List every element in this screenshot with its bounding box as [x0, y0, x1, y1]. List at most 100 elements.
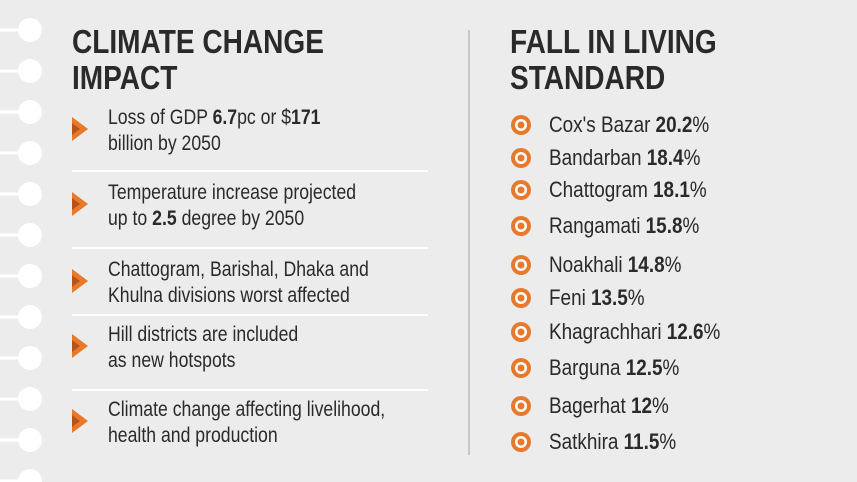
- separator: [72, 314, 428, 316]
- ring-hole: [18, 264, 42, 288]
- district-name: Feni: [549, 285, 586, 310]
- bullet-shade: [72, 340, 80, 352]
- icon-dot: [517, 154, 525, 162]
- target-icon: [511, 148, 531, 168]
- bullet: [72, 409, 88, 433]
- ring-hole: [18, 100, 42, 124]
- district-name: Barguna: [549, 355, 621, 380]
- icon-dot: [517, 402, 525, 410]
- impact-line: Chattogram, Barishal, Dhaka and: [108, 257, 369, 283]
- emphasis: 2.5: [152, 207, 177, 230]
- impact-item: Temperature increase projected up to 2.5 …: [108, 180, 356, 232]
- text: Climate change affecting livelihood,: [108, 398, 386, 421]
- district-value: 18.4: [646, 145, 684, 170]
- target-icon: [511, 396, 531, 416]
- bullet: [72, 192, 88, 216]
- impact-item: Hill districts are included as new hotspo…: [108, 322, 298, 374]
- district-row: Noakhali 14.8%: [549, 252, 681, 278]
- impact-line: Hill districts are included: [108, 322, 298, 348]
- impact-line: Khulna divisions worst affected: [108, 283, 369, 309]
- ring-hole: [18, 141, 42, 165]
- title-line: CLIMATE CHANGE: [72, 23, 324, 60]
- district-unit: %: [703, 319, 721, 344]
- text: billion by 2050: [108, 132, 221, 155]
- emphasis: 6.7: [212, 106, 238, 129]
- district-name: Bandarban: [549, 145, 642, 170]
- district-value: 12.5: [625, 355, 663, 380]
- district-name: Satkhira: [549, 429, 619, 454]
- icon-dot: [517, 294, 525, 302]
- district-unit: %: [689, 177, 707, 202]
- bullet: [72, 334, 88, 358]
- impact-line: Temperature increase projected: [108, 180, 356, 206]
- target-icon: [511, 180, 531, 200]
- district-row: Cox's Bazar 20.2%: [549, 112, 709, 138]
- target-icon: [511, 322, 531, 342]
- title-line: STANDARD: [510, 59, 666, 96]
- emphasis: 171: [291, 106, 321, 129]
- district-value: 15.8: [645, 213, 683, 238]
- title-line: FALL IN LIVING: [510, 23, 717, 60]
- bullet: [72, 117, 88, 141]
- district-row: Chattogram 18.1%: [549, 177, 707, 203]
- bullet-shade: [72, 123, 80, 135]
- bullet: [72, 269, 88, 293]
- icon-dot: [517, 186, 525, 194]
- district-value: 13.5: [590, 285, 628, 310]
- impact-item: Loss of GDP 6.7pc or $171 billion by 2050: [108, 105, 320, 157]
- separator: [72, 170, 428, 172]
- icon-dot: [517, 328, 525, 336]
- district-name: Rangamati: [549, 213, 641, 238]
- target-icon: [511, 288, 531, 308]
- impact-line: health and production: [108, 423, 385, 449]
- district-row: Feni 13.5%: [549, 285, 645, 311]
- ring-hole: [18, 428, 42, 452]
- title-line: IMPACT: [72, 59, 178, 96]
- district-name: Bagerhat: [549, 393, 626, 418]
- district-unit: %: [692, 112, 710, 137]
- binding: [0, 18, 42, 482]
- district-value: 18.1: [653, 177, 690, 202]
- district-unit: %: [627, 285, 645, 310]
- icon-dot: [517, 438, 525, 446]
- ring-hole: [18, 59, 42, 83]
- text: degree by 2050: [176, 207, 305, 230]
- text: health and production: [108, 424, 278, 447]
- bullet-shade: [72, 198, 80, 210]
- impact-line: Loss of GDP 6.7pc or $171: [108, 105, 320, 131]
- divider: [468, 30, 470, 455]
- ring-hole: [18, 346, 42, 370]
- icon-dot: [517, 261, 525, 269]
- text: as new hotspots: [108, 349, 236, 372]
- target-icon: [511, 255, 531, 275]
- bullet-shade: [72, 275, 80, 287]
- text: Temperature increase projected: [108, 181, 357, 204]
- ring-hole: [18, 305, 42, 329]
- impact-line: billion by 2050: [108, 131, 320, 157]
- impact-item: Chattogram, Barishal, Dhaka and Khulna di…: [108, 257, 369, 309]
- text: up to: [108, 207, 153, 230]
- district-unit: %: [652, 393, 669, 418]
- right-title: FALL IN LIVING STANDARD: [510, 24, 717, 96]
- icon-dot: [517, 364, 525, 372]
- district-value: 12.6: [666, 319, 704, 344]
- rings: [0, 18, 42, 482]
- bullet-shade: [72, 415, 80, 427]
- ring-hole: [18, 182, 42, 206]
- separator: [72, 389, 428, 391]
- icon-dot: [517, 121, 525, 129]
- district-row: Bandarban 18.4%: [549, 145, 700, 171]
- district-row: Bagerhat 12%: [549, 393, 669, 419]
- icon-dot: [517, 222, 525, 230]
- district-value: 20.2: [655, 112, 693, 137]
- district-unit: %: [682, 213, 700, 238]
- district-row: Rangamati 15.8%: [549, 213, 699, 239]
- text: Khulna divisions worst affected: [108, 284, 350, 307]
- target-icon: [511, 115, 531, 135]
- text: Loss of GDP: [108, 106, 213, 129]
- impact-line: Climate change affecting livelihood,: [108, 397, 385, 423]
- district-unit: %: [664, 252, 682, 277]
- ring-hole: [18, 18, 42, 42]
- district-row: Khagrachhari 12.6%: [549, 319, 720, 345]
